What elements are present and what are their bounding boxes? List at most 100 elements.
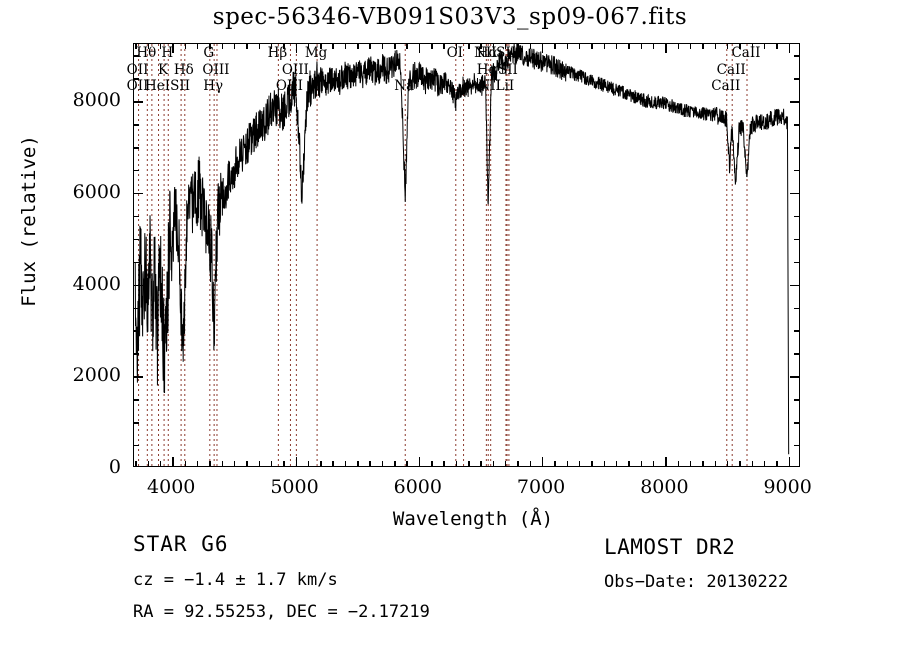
axis-tick-minor [135,44,137,49]
axis-tick-major [418,457,421,466]
axis-tick-minor [283,461,285,466]
spectral-line-label: Mg [304,45,328,61]
axis-tick-major [134,284,143,287]
y-axis-tick-label: 4000 [72,272,121,295]
axis-tick-minor [794,422,799,424]
axis-tick-minor [270,44,273,49]
axis-tick-minor [344,461,347,466]
axis-tick-minor [653,461,655,466]
spectral-line-label: OII [126,62,149,78]
axis-tick-minor [332,44,334,49]
axis-tick-minor [794,353,799,355]
axis-tick-minor [794,330,799,332]
axis-tick-minor [196,44,199,49]
object-class-label: STAR G6 [133,532,229,556]
axis-tick-major [134,192,143,195]
axis-tick-minor [751,461,754,466]
spectral-line-label: H [161,45,174,61]
axis-tick-minor [134,170,139,172]
axis-tick-minor [794,445,799,447]
axis-tick-minor [196,461,199,466]
axis-tick-major [790,284,799,287]
axis-tick-minor [283,44,285,49]
axis-tick-minor [258,461,260,466]
axis-tick-minor [653,44,655,49]
axis-tick-minor [677,461,680,466]
axis-tick-minor [468,44,470,49]
axis-tick-minor [357,44,359,49]
axis-tick-minor [394,461,396,466]
axis-tick-minor [381,44,384,49]
axis-tick-minor [134,422,139,424]
axis-tick-minor [702,44,704,49]
y-axis-tick-label: 2000 [72,364,121,387]
axis-tick-major [134,101,143,103]
spectral-line-label: CaII [716,62,746,78]
axis-tick-minor [134,399,139,401]
axis-tick-minor [492,44,495,49]
axis-tick-major [790,101,799,103]
spectral-line-label: HeI [144,78,171,94]
axis-tick-minor [579,44,581,49]
axis-tick-minor [134,353,139,355]
coordinates-label: RA = 92.55253, DEC = −2.17219 [133,602,430,622]
observation-date-label: Obs−Date: 20130222 [604,572,789,592]
axis-tick-minor [246,44,248,49]
axis-tick-major [790,192,799,195]
spectral-line-label: NII [474,45,497,61]
axis-tick-minor [320,44,322,49]
axis-tick-minor [480,44,482,49]
axis-tick-minor [307,461,310,466]
x-axis-title: Wavelength (Å) [392,508,554,530]
axis-tick-major [295,44,297,53]
axis-tick-minor [134,330,139,332]
axis-tick-minor [517,461,519,466]
axis-tick-major [418,44,421,53]
axis-tick-minor [394,44,396,49]
axis-tick-minor [134,238,139,241]
axis-tick-minor [554,461,556,466]
axis-tick-minor [591,44,593,49]
axis-tick-minor [159,44,162,49]
axis-tick-minor [307,44,310,49]
spectral-line-label: SII [497,62,518,78]
y-axis-tick-label: 6000 [72,180,121,203]
spectral-line-label: SII [496,45,517,61]
axis-tick-minor [134,124,139,126]
axis-tick-minor [794,238,799,241]
redshift-velocity-label: cz = −1.4 ± 1.7 km/s [133,570,338,590]
axis-tick-minor [147,44,149,49]
axis-tick-minor [739,44,741,49]
axis-tick-minor [794,215,799,218]
spectral-line-label: Hβ [267,45,288,61]
axis-tick-minor [135,461,137,466]
axis-tick-minor [794,170,799,172]
axis-tick-minor [794,399,799,401]
axis-tick-minor [443,44,445,49]
axis-tick-minor [184,461,186,466]
axis-tick-minor [184,44,186,49]
axis-tick-minor [603,461,606,466]
axis-tick-major [542,44,544,53]
spectral-line-label: Hθ [136,45,157,61]
axis-tick-minor [134,261,139,264]
axis-tick-minor [566,44,569,49]
axis-tick-minor [751,44,754,49]
spectral-line-label: Hγ [203,78,224,94]
x-axis-tick-label: 5000 [270,476,319,498]
axis-tick-minor [529,461,532,466]
axis-tick-major [788,457,791,466]
axis-tick-minor [134,78,139,80]
x-axis-tick-label: 6000 [393,476,442,498]
axis-tick-minor [517,44,519,49]
axis-tick-minor [640,44,643,49]
y-axis-tick-label: 0 [108,456,121,478]
axis-tick-major [134,376,143,378]
spectral-line-label: CaII [731,45,761,61]
axis-tick-minor [794,147,799,149]
axis-tick-minor [714,461,717,466]
axis-tick-minor [554,44,556,49]
axis-tick-minor [505,44,507,49]
axis-tick-major [542,457,544,466]
axis-tick-minor [134,445,139,447]
